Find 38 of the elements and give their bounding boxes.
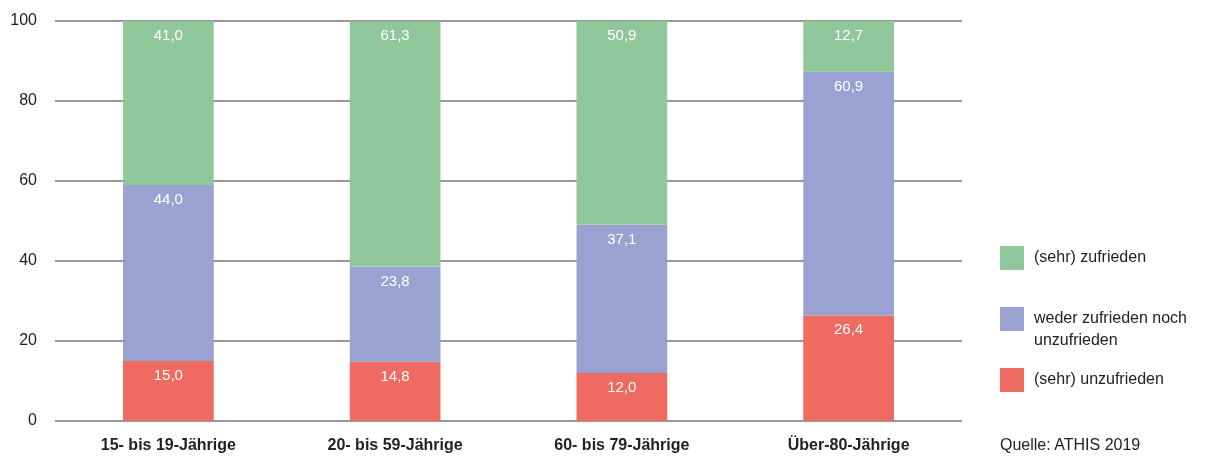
x-tick-label: 60- bis 79-Jährige — [554, 436, 690, 453]
data-label: 61,3 — [380, 26, 410, 44]
data-label: 37,1 — [607, 229, 637, 247]
data-label: 50,9 — [607, 25, 637, 43]
bar — [576, 21, 668, 225]
legend-label: (sehr) zufrieden — [1034, 248, 1147, 266]
data-label: 60,9 — [834, 76, 864, 94]
data-label: 23,8 — [380, 271, 410, 289]
y-tick-label: 40 — [19, 251, 38, 269]
data-label: 26,4 — [834, 320, 864, 338]
y-tick-label: 100 — [10, 11, 38, 29]
x-tick-label: 20- bis 59-Jährige — [327, 436, 463, 453]
bar — [576, 224, 668, 373]
y-tick-label: 0 — [28, 411, 38, 429]
bar — [349, 21, 441, 267]
data-label: 44,0 — [153, 189, 183, 207]
bar — [349, 361, 441, 421]
bar — [349, 266, 441, 362]
data-label: 12,7 — [834, 25, 864, 43]
bar — [123, 185, 214, 361]
bar — [123, 21, 214, 185]
legend-label: weder zufrieden noch unzufrieden — [1033, 309, 1187, 349]
y-tick-label: 60 — [19, 171, 38, 189]
data-label: 14,8 — [380, 366, 410, 384]
data-label: 12,0 — [607, 377, 637, 395]
x-tick-label: 15- bis 19-Jährige — [100, 436, 237, 453]
y-tick-label: 20 — [19, 331, 38, 349]
bar — [803, 71, 894, 316]
data-label: 15,0 — [153, 365, 183, 383]
bar — [123, 361, 214, 421]
bar — [576, 373, 668, 421]
bar — [803, 21, 894, 72]
bar — [803, 315, 894, 421]
y-tick-label: 80 — [19, 91, 38, 109]
x-tick-label: Über-80-Jährige — [787, 435, 910, 453]
source-note: Quelle: ATHIS 2019 — [1000, 436, 1141, 453]
data-label: 41,0 — [153, 25, 183, 43]
legend-label: (sehr) unzufrieden — [1034, 370, 1164, 388]
